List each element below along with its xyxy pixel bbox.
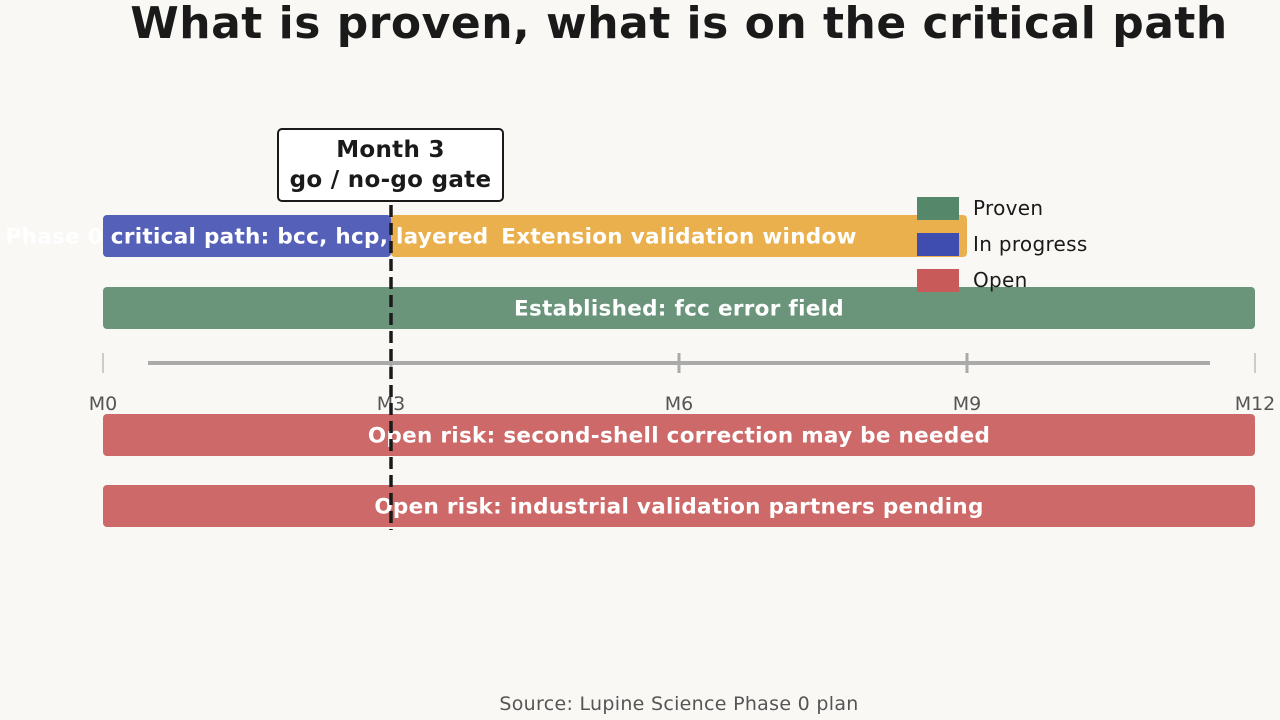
bar-label-0: Phase 0 critical path: bcc, hcp, layered [6, 225, 489, 250]
legend: Proven In progress Open [917, 190, 1088, 298]
x-tick-label-m9: M9 [953, 393, 981, 415]
gate-label-line1: Month 3 [336, 137, 445, 163]
legend-item-proven: Proven [917, 190, 1088, 226]
legend-label-in-progress: In progress [973, 232, 1088, 256]
gate-annotation: Month 3 go / no-go gate [277, 128, 504, 202]
legend-label-proven: Proven [973, 196, 1044, 220]
legend-label-open: Open [973, 268, 1028, 292]
legend-swatch-open [917, 268, 959, 292]
bar-label-4: Open risk: industrial validation partner… [374, 495, 983, 520]
legend-item-open: Open [917, 262, 1088, 298]
x-tick-label-m6: M6 [665, 393, 693, 415]
bar-label-3: Open risk: second-shell correction may b… [368, 424, 990, 449]
legend-swatch-proven [917, 196, 959, 220]
gate-label-line2: go / no-go gate [289, 167, 492, 193]
bar-label-1: Extension validation window [501, 225, 856, 250]
bar-window-1 [391, 215, 967, 257]
legend-swatch-in-progress [917, 232, 959, 256]
legend-item-in-progress: In progress [917, 226, 1088, 262]
source-note: Source: Lupine Science Phase 0 plan [499, 693, 859, 715]
chart-title: What is proven, what is on the critical … [130, 0, 1228, 49]
x-tick-label-m0: M0 [89, 393, 117, 415]
bar-label-2: Established: fcc error field [514, 297, 844, 322]
bar-in-progress-0 [103, 215, 391, 257]
x-tick-label-m12: M12 [1235, 393, 1276, 415]
